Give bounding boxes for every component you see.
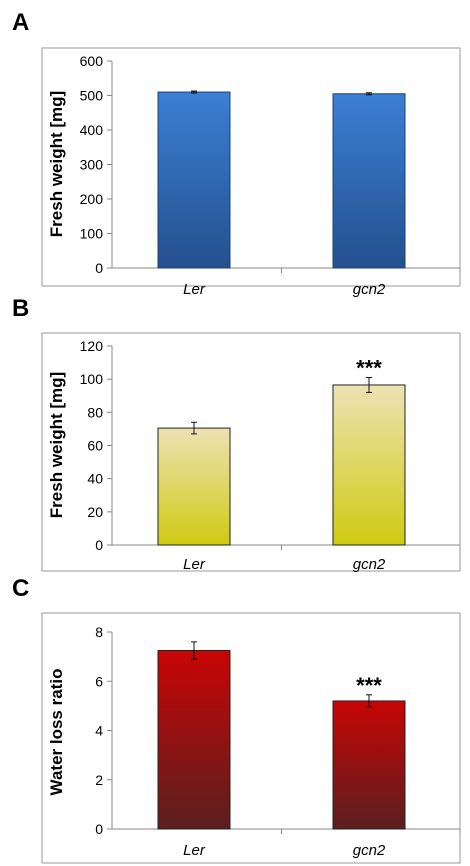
x-tick-label: Ler (183, 556, 206, 573)
y-tick-label: 8 (95, 624, 103, 640)
y-tick-label: 120 (80, 338, 104, 354)
panel-frame (41, 332, 461, 572)
significance-marker: *** (356, 673, 382, 698)
bar-gcn2 (332, 700, 406, 830)
y-tick-label: 500 (80, 88, 104, 104)
bar-ler (157, 427, 231, 546)
y-tick-label: 6 (95, 673, 103, 689)
y-tick-label: 0 (95, 260, 103, 276)
y-tick-label: 20 (87, 504, 103, 520)
bar-ler (157, 91, 231, 269)
y-tick-label: 600 (80, 53, 104, 69)
y-tick-label: 400 (80, 122, 104, 138)
bar-ler (157, 649, 231, 830)
y-tick-label: 100 (80, 226, 104, 242)
y-axis-label: Water loss ratio (47, 669, 66, 796)
bar-gcn2 (332, 93, 406, 269)
panel-frame (41, 47, 461, 287)
y-tick-label: 300 (80, 157, 104, 173)
panel-letter: C (12, 575, 29, 602)
x-tick-label: Ler (183, 281, 206, 298)
chart-panel-a: A 0 100 200 300 400 500 600 Ler gcn2 Fresh weight … (12, 9, 461, 298)
panel-letter: B (12, 295, 29, 322)
y-tick-label: 80 (87, 404, 103, 420)
y-tick-label: 200 (80, 191, 104, 207)
significance-marker: *** (356, 356, 382, 381)
y-tick-label: 0 (95, 821, 103, 837)
y-tick-label: 0 (95, 537, 103, 553)
y-axis-label: Fresh weight [mg] (47, 372, 66, 518)
chart-panel-c: C 0 2 4 6 8 Ler gcn2 *** Water loss ratio (12, 575, 461, 864)
panel-letter: A (12, 9, 29, 36)
x-tick-label: gcn2 (353, 281, 386, 298)
x-tick-label: gcn2 (353, 556, 386, 573)
x-tick-label: gcn2 (353, 842, 386, 859)
y-tick-label: 100 (80, 371, 104, 387)
y-tick-label: 60 (87, 438, 103, 454)
y-tick-label: 2 (95, 772, 103, 788)
panel-frame (41, 612, 461, 864)
y-tick-label: 4 (95, 723, 103, 739)
chart-panel-b: B 0 20 40 60 80 100 120 Ler gcn2 *** Fresh weight [… (12, 295, 461, 573)
y-axis-label: Fresh weight [mg] (47, 91, 66, 237)
x-tick-label: Ler (183, 842, 206, 859)
bar-gcn2 (332, 384, 406, 546)
y-tick-label: 40 (87, 471, 103, 487)
